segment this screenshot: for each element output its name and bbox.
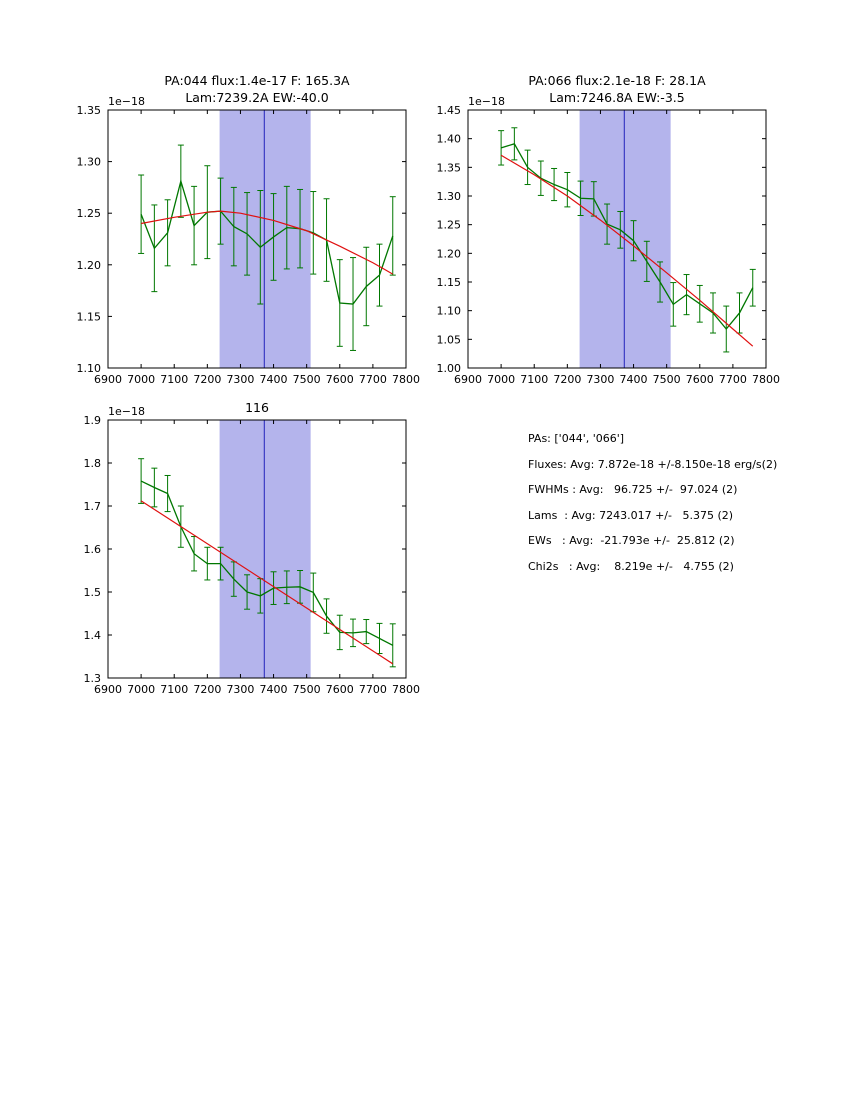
x-tick-label: 7600 [326, 683, 354, 696]
x-tick-label: 7400 [260, 683, 288, 696]
spectrum-plot-pa066: 6900 7000 7100 7200 7300 7400 7500 7600 7700 7800… [437, 104, 781, 386]
axis-ticks [107, 419, 407, 679]
y-tick-label: 1.9 [84, 414, 102, 427]
y-tick-label: 1.8 [84, 457, 102, 470]
x-tick-label: 7000 [127, 373, 155, 386]
y-tick-label: 1.45 [437, 104, 462, 117]
y-tick-label: 1.4 [84, 629, 102, 642]
y-tick-label: 1.00 [437, 362, 462, 375]
x-tick-label: 7600 [326, 373, 354, 386]
x-tick-label: 7800 [752, 373, 780, 386]
y-tick-label: 1.20 [437, 247, 462, 260]
continuum-fit-line [141, 210, 394, 275]
y-tick-label: 1.30 [437, 190, 462, 203]
y-tick-label: 1.10 [77, 362, 102, 375]
plot-title-pa066: PA:066 flux:2.1e-18 F: 28.1A Lam:7246.8A… [468, 72, 766, 106]
y-tick-label: 1.20 [77, 259, 102, 272]
x-tick-label: 7400 [620, 373, 648, 386]
x-tick-label: 6900 [94, 373, 122, 386]
y-axis-offset-label: 1e−18 [468, 95, 505, 108]
spectrum-data-line [140, 480, 394, 646]
stats-chi2s: Chi2s : Avg: 8.219e +/- 4.755 (2) [528, 559, 734, 573]
x-tick-label: 7500 [293, 373, 321, 386]
x-tick-label: 7300 [226, 373, 254, 386]
y-axis-offset-label: 1e−18 [108, 95, 145, 108]
y-tick-label: 1.25 [437, 219, 462, 232]
x-tick-label: 7200 [553, 373, 581, 386]
plot-title-line2: Lam:7239.2A EW:-40.0 [185, 90, 329, 105]
stats-pas: PAs: ['044', '066'] [528, 432, 625, 445]
y-tick-label: 1.5 [84, 586, 102, 599]
axes-frame [467, 109, 767, 369]
plot-panel-pa066: 6900 7000 7100 7200 7300 7400 7500 7600 7700 7800… [410, 96, 784, 394]
y-tick-label: 1.10 [437, 305, 462, 318]
x-tick-label: 7800 [392, 683, 420, 696]
y-tick-label: 1.15 [77, 310, 102, 323]
spectrum-plot-116: 6900 7000 7100 7200 7300 7400 7500 7600 7700 7800… [84, 414, 421, 696]
axes-frame [107, 109, 407, 369]
plot-panel-pa044: 6900 7000 7100 7200 7300 7400 7500 7600 7700 7800… [50, 96, 424, 394]
highlight-span [219, 420, 311, 678]
x-tick-label: 7100 [520, 373, 548, 386]
x-tick-label: 7300 [226, 683, 254, 696]
plot-title-line2: Lam:7246.8A EW:-3.5 [549, 90, 685, 105]
plot-title-line1: PA:066 flux:2.1e-18 F: 28.1A [528, 73, 706, 88]
y-tick-label: 1.6 [84, 543, 102, 556]
x-tick-label: 7400 [260, 373, 288, 386]
x-tick-label: 6900 [94, 683, 122, 696]
x-tick-label: 7000 [487, 373, 515, 386]
stats-block: PAs: ['044', '066'] Fluxes: Avg: 7.872e-… [528, 432, 777, 585]
x-tick-label: 7700 [359, 683, 387, 696]
x-tick-label: 7100 [160, 373, 188, 386]
plot-title-line1: 116 [245, 400, 269, 415]
plot-title-line1: PA:044 flux:1.4e-17 F: 165.3A [164, 73, 350, 88]
y-tick-label: 1.25 [77, 207, 102, 220]
y-tick-label: 1.30 [77, 156, 102, 169]
spectrum-data-line [500, 143, 754, 331]
stats-fwhms: FWHMs : Avg: 96.725 +/- 97.024 (2) [528, 483, 738, 496]
y-tick-label: 1.15 [437, 276, 462, 289]
spectrum-data-line [140, 178, 394, 305]
y-tick-label: 1.3 [84, 672, 102, 685]
x-tick-label: 7600 [686, 373, 714, 386]
axis-ticks [467, 109, 767, 369]
x-tick-label: 7200 [193, 683, 221, 696]
continuum-fit-line [140, 500, 394, 665]
x-tick-label: 7300 [586, 373, 614, 386]
highlight-span [219, 110, 311, 368]
y-tick-label: 1.35 [437, 161, 462, 174]
y-tick-label: 1.05 [437, 333, 462, 346]
y-tick-label: 1.35 [77, 104, 102, 117]
y-tick-label: 1.7 [84, 500, 102, 513]
stats-ews: EWs : Avg: -21.793e +/- 25.812 (2) [528, 534, 735, 547]
x-tick-label: 7000 [127, 683, 155, 696]
x-tick-label: 7800 [392, 373, 420, 386]
x-tick-label: 7200 [193, 373, 221, 386]
x-tick-label: 7100 [160, 683, 188, 696]
y-axis-offset-label: 1e−18 [108, 405, 145, 418]
axis-ticks [107, 109, 407, 369]
x-tick-label: 7500 [653, 373, 681, 386]
x-tick-label: 7500 [293, 683, 321, 696]
continuum-fit-line [500, 154, 754, 347]
plot-panel-116: 6900 7000 7100 7200 7300 7400 7500 7600 7700 7800… [50, 406, 424, 704]
x-tick-label: 7700 [719, 373, 747, 386]
x-tick-label: 7700 [359, 373, 387, 386]
plot-title-116: 116 [108, 399, 406, 416]
stats-fluxes: Fluxes: Avg: 7.872e-18 +/-8.150e-18 erg/… [528, 457, 778, 471]
plot-title-pa044: PA:044 flux:1.4e-17 F: 165.3A Lam:7239.2… [108, 72, 406, 106]
y-tick-label: 1.40 [437, 133, 462, 146]
stats-lams: Lams : Avg: 7243.017 +/- 5.375 (2) [528, 508, 734, 522]
x-tick-label: 6900 [454, 373, 482, 386]
spectrum-plot-pa044: 6900 7000 7100 7200 7300 7400 7500 7600 7700 7800… [77, 104, 421, 386]
